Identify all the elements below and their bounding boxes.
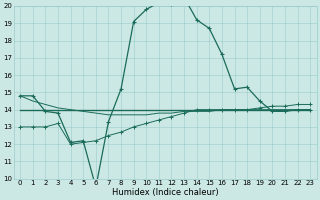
X-axis label: Humidex (Indice chaleur): Humidex (Indice chaleur) [112,188,219,197]
